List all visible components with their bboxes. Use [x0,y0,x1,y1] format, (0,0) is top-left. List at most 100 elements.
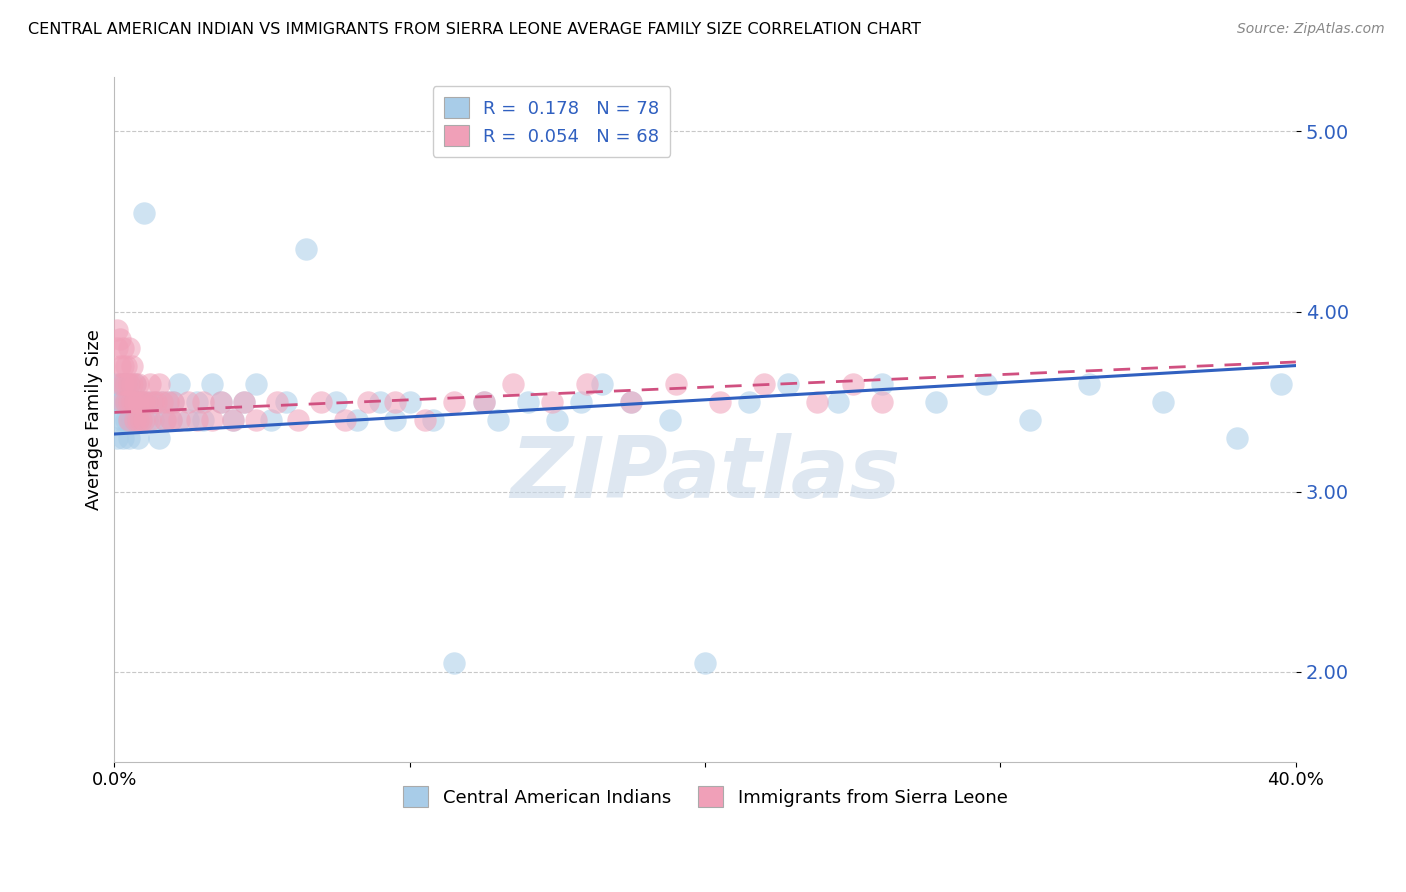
Point [121,412,143,426]
Point [516,394,538,409]
Point [127,412,149,426]
Point [357,394,380,409]
Point [142,412,165,426]
Legend: Central American Indians, Immigrants from Sierra Leone: Central American Indians, Immigrants fro… [395,779,1015,814]
Point [413,412,436,426]
Point [398,394,420,409]
Point [806,394,828,409]
Point [127,394,149,409]
Point [191,412,214,426]
Point [695,656,717,670]
Point [110,412,132,426]
Point [620,394,643,409]
Point [127,376,149,391]
Point [124,376,146,391]
Point [1152,394,1174,409]
Point [842,376,865,391]
Point [115,412,138,426]
Point [260,412,283,426]
Point [148,376,170,391]
Point [153,412,176,426]
Point [129,412,152,426]
Point [115,376,138,391]
Point [776,376,799,391]
Point [569,394,592,409]
Point [121,359,143,373]
Point [115,359,138,373]
Point [502,376,524,391]
Point [121,394,143,409]
Point [591,376,613,391]
Point [129,394,152,409]
Point [575,376,598,391]
Point [162,394,184,409]
Point [368,394,391,409]
Point [540,394,562,409]
Point [139,412,162,426]
Point [665,376,688,391]
Point [620,394,643,409]
Point [153,412,176,426]
Point [709,394,731,409]
Point [186,412,208,426]
Point [924,394,946,409]
Point [1078,376,1101,391]
Point [738,394,761,409]
Point [287,412,309,426]
Text: CENTRAL AMERICAN INDIAN VS IMMIGRANTS FROM SIERRA LEONE AVERAGE FAMILY SIZE CORR: CENTRAL AMERICAN INDIAN VS IMMIGRANTS FR… [28,22,921,37]
Point [129,412,152,426]
Point [118,431,141,445]
Point [384,394,406,409]
Point [295,242,318,256]
Point [112,394,135,409]
Point [118,341,141,355]
Point [132,394,155,409]
Point [186,394,208,409]
Point [118,376,141,391]
Point [209,394,232,409]
Text: Source: ZipAtlas.com: Source: ZipAtlas.com [1237,22,1385,37]
Point [129,394,152,409]
Point [872,376,894,391]
Point [124,394,146,409]
Point [112,394,135,409]
Point [127,431,149,445]
Point [148,431,170,445]
Point [110,376,132,391]
Point [115,376,138,391]
Point [118,376,141,391]
Point [325,394,347,409]
Point [127,394,149,409]
Point [658,412,681,426]
Point [124,394,146,409]
Point [546,412,568,426]
Point [112,412,135,426]
Point [115,394,138,409]
Point [422,412,444,426]
Point [105,322,128,336]
Point [309,394,332,409]
Point [121,376,143,391]
Point [159,412,181,426]
Point [169,412,191,426]
Point [132,412,155,426]
Point [177,394,200,409]
Point [162,394,184,409]
Point [105,376,128,391]
Point [145,394,167,409]
Point [156,394,179,409]
Point [472,394,495,409]
Point [333,412,356,426]
Point [159,412,181,426]
Point [110,376,132,391]
Point [233,394,256,409]
Point [1226,431,1249,445]
Point [191,394,214,409]
Point [112,376,135,391]
Point [274,394,297,409]
Point [169,376,191,391]
Point [827,394,849,409]
Point [872,394,894,409]
Point [150,394,173,409]
Point [201,412,224,426]
